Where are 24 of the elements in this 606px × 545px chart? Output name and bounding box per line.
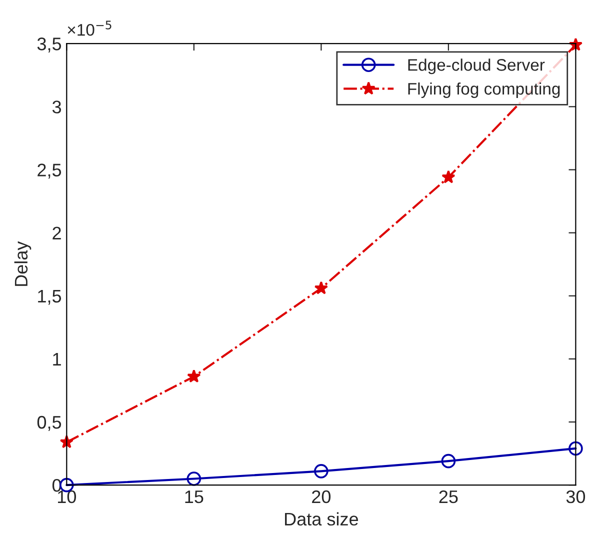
point: [186, 472, 202, 486]
x-tick-label: 25: [439, 490, 458, 504]
point: [441, 454, 456, 468]
y-tick-label: 3: [52, 100, 62, 114]
point: [568, 441, 583, 456]
y-tick-label: 2: [52, 226, 61, 240]
text: ×10$^{−5}$: [68, 20, 112, 36]
y-tick-label: 2,5: [38, 164, 62, 179]
x-tick-label: 30: [566, 490, 586, 504]
x-tick-label: 10: [58, 490, 76, 504]
y-tick-label: 1,5: [38, 290, 62, 305]
y-tick-label: 1: [53, 353, 61, 366]
point: [314, 464, 328, 478]
y-axis-title: Delay: [14, 241, 32, 286]
x-tick-label: 20: [312, 490, 331, 504]
y-tick-label: 3,5: [37, 38, 62, 52]
point: [314, 281, 328, 294]
x-axis-title: Data size: [285, 512, 358, 526]
point: [442, 170, 456, 184]
legend-label: Flying fog computing: [408, 82, 560, 98]
legend-label: Edge-cloud Server: [408, 58, 545, 74]
point: [187, 369, 201, 383]
y-tick-label: 0,5: [37, 416, 62, 431]
x-tick-label: 15: [185, 490, 204, 504]
